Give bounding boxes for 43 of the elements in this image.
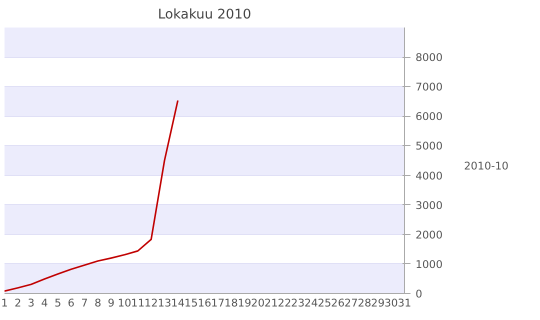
x-tick-label: 6 [68, 296, 75, 310]
x-tick-label: 5 [54, 296, 62, 310]
x-tick-label: 22 [278, 296, 292, 310]
x-tick-label: 23 [291, 296, 305, 310]
x-tick-label: 27 [344, 296, 358, 310]
y-tick-label: 5000 [416, 140, 443, 153]
x-tick-label: 21 [264, 296, 278, 310]
x-tick-label: 31 [398, 296, 412, 310]
chart-title: Lokakuu 2010 [158, 8, 252, 22]
x-tick-label: 12 [144, 296, 158, 310]
x-tick-label: 7 [81, 296, 88, 310]
x-tick-label: 11 [131, 296, 145, 310]
x-tick-label: 17 [211, 296, 225, 310]
x-tick-label: 24 [304, 296, 318, 310]
y-tick-label: 7000 [416, 80, 443, 94]
y-tick-label: 8000 [416, 51, 443, 64]
x-tick-label: 10 [118, 296, 132, 310]
x-tick-label: 18 [224, 296, 238, 310]
x-tick-label: 1 [1, 296, 8, 310]
x-tick-label: 2 [14, 296, 22, 310]
x-tick-label: 9 [108, 296, 115, 310]
x-tick-label: 19 [238, 296, 252, 310]
y-tick-label: 4000 [416, 169, 443, 182]
x-tick-label: 29 [371, 296, 385, 310]
x-tick-label: 4 [41, 296, 48, 310]
x-tick-label: 20 [251, 296, 265, 310]
x-tick-label: 15 [184, 296, 198, 310]
y-tick-label: 3000 [416, 198, 443, 212]
x-tick-label: 16 [198, 296, 212, 310]
x-tick-label: 8 [94, 296, 102, 310]
y-tick-label: 1000 [416, 258, 443, 271]
y-tick-label: 0 [416, 288, 422, 300]
x-tick-label: 14 [171, 296, 185, 310]
y-tick-label: 6000 [416, 110, 443, 124]
line-series [4, 100, 179, 292]
x-tick-label: 25 [318, 296, 332, 310]
x-tick-label: 28 [358, 296, 372, 310]
x-tick-label: 3 [28, 296, 35, 310]
x-tick-label: 30 [384, 296, 398, 310]
y-tick-label: 2000 [416, 228, 443, 242]
x-tick-label: 13 [158, 296, 172, 310]
x-tick-label: 26 [331, 296, 345, 310]
text: 2010-10 [464, 159, 509, 172]
